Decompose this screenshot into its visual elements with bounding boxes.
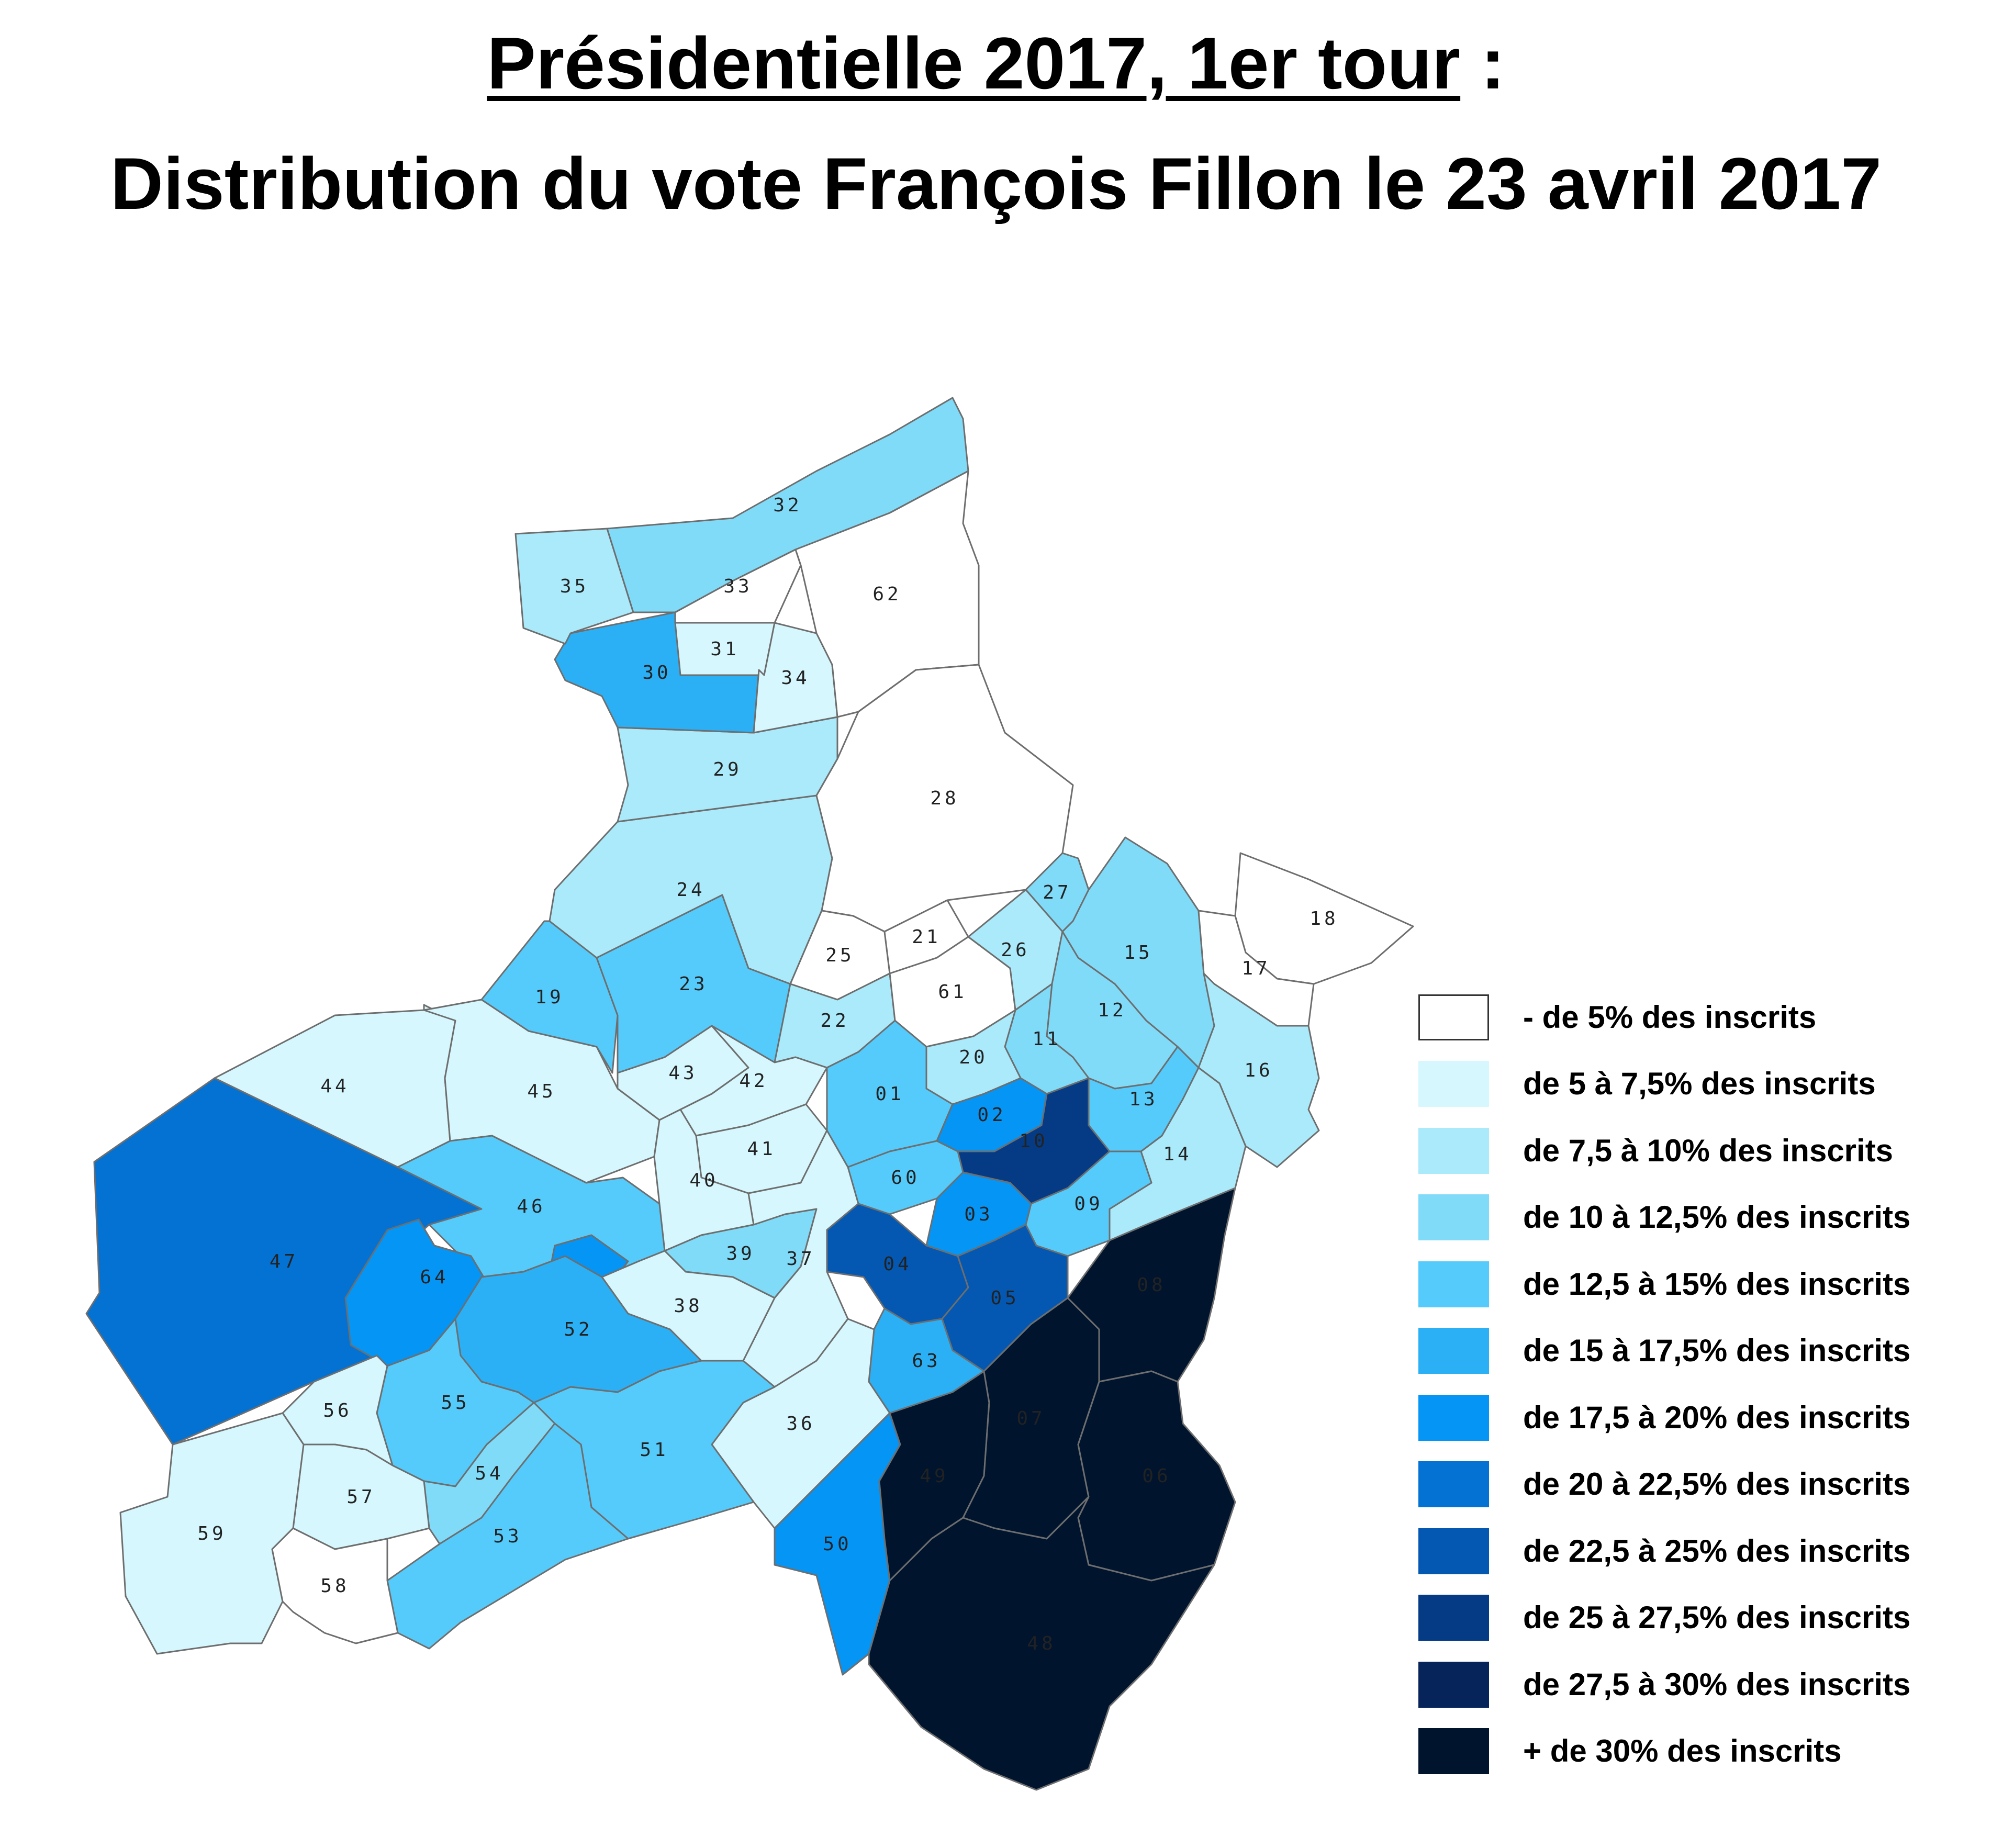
- district-53: [386, 1423, 629, 1650]
- district-label-61: 61: [938, 981, 967, 1003]
- district-label-18: 18: [1310, 908, 1338, 929]
- district-label-20: 20: [959, 1047, 988, 1068]
- district-label-38: 38: [674, 1295, 702, 1317]
- legend-label-8: de 22,5 à 25% des inscrits: [1523, 1533, 1911, 1569]
- district-label-09: 09: [1074, 1193, 1103, 1215]
- district-label-36: 36: [786, 1413, 815, 1435]
- map-title-main: Présidentielle 2017, 1er tour: [487, 22, 1461, 104]
- district-label-39: 39: [726, 1243, 755, 1264]
- district-label-07: 07: [1016, 1408, 1045, 1429]
- district-label-48: 48: [1027, 1633, 1056, 1654]
- district-label-56: 56: [323, 1400, 352, 1421]
- district-label-06: 06: [1142, 1465, 1171, 1487]
- district-label-45: 45: [527, 1081, 556, 1102]
- legend-swatch-5: [1418, 1328, 1489, 1374]
- legend-label-11: + de 30% des inscrits: [1523, 1733, 1842, 1768]
- district-label-02: 02: [977, 1104, 1006, 1126]
- district-label-08: 08: [1137, 1274, 1166, 1296]
- district-label-57: 57: [346, 1486, 375, 1508]
- legend-swatch-6: [1418, 1395, 1489, 1441]
- district-label-25: 25: [825, 945, 854, 966]
- legend-swatch-9: [1418, 1595, 1489, 1641]
- district-label-52: 52: [564, 1319, 592, 1340]
- district-08: [1067, 1187, 1236, 1383]
- district-label-55: 55: [441, 1392, 469, 1414]
- legend-label-1: de 5 à 7,5% des inscrits: [1523, 1066, 1876, 1101]
- district-label-53: 53: [493, 1526, 522, 1547]
- district-label-21: 21: [912, 926, 941, 948]
- district-label-62: 62: [872, 584, 901, 605]
- legend-label-7: de 20 à 22,5% des inscrits: [1523, 1466, 1911, 1502]
- district-label-41: 41: [747, 1138, 776, 1160]
- district-label-34: 34: [781, 667, 810, 689]
- district-label-50: 50: [823, 1533, 852, 1555]
- district-label-19: 19: [535, 987, 564, 1008]
- district-label-35: 35: [560, 576, 589, 597]
- district-label-15: 15: [1124, 942, 1152, 964]
- district-label-64: 64: [420, 1267, 449, 1288]
- map-title-line1: Présidentielle 2017, 1er tour :: [0, 21, 1992, 106]
- legend-label-0: - de 5% des inscrits: [1523, 1000, 1817, 1035]
- district-label-59: 59: [197, 1523, 226, 1544]
- legend-label-5: de 15 à 17,5% des inscrits: [1523, 1333, 1911, 1368]
- district-label-32: 32: [773, 495, 802, 516]
- district-48: [868, 1496, 1215, 1791]
- district-label-28: 28: [930, 788, 959, 809]
- district-label-29: 29: [713, 759, 742, 780]
- district-label-05: 05: [990, 1287, 1019, 1309]
- district-label-47: 47: [270, 1251, 298, 1272]
- district-label-03: 03: [964, 1204, 993, 1225]
- district-label-23: 23: [679, 973, 708, 995]
- map-title-suffix: :: [1460, 22, 1505, 104]
- district-label-30: 30: [642, 662, 671, 684]
- district-label-54: 54: [475, 1463, 503, 1484]
- legend-swatch-4: [1418, 1261, 1489, 1307]
- legend-swatch-11: [1418, 1728, 1489, 1774]
- district-label-17: 17: [1241, 958, 1270, 979]
- legend-label-10: de 27,5 à 30% des inscrits: [1523, 1667, 1911, 1702]
- district-label-58: 58: [320, 1575, 349, 1597]
- legend-swatch-7: [1418, 1461, 1489, 1507]
- district-label-24: 24: [676, 879, 705, 901]
- district-label-40: 40: [689, 1170, 718, 1191]
- district-59: [119, 1412, 305, 1655]
- district-label-46: 46: [517, 1196, 545, 1217]
- district-label-42: 42: [739, 1070, 768, 1092]
- district-label-22: 22: [820, 1010, 849, 1032]
- district-label-43: 43: [668, 1062, 697, 1084]
- district-label-01: 01: [875, 1083, 904, 1105]
- district-label-44: 44: [320, 1076, 349, 1097]
- district-label-13: 13: [1129, 1089, 1158, 1110]
- district-label-04: 04: [883, 1253, 912, 1275]
- legend-swatch-1: [1418, 1061, 1489, 1107]
- district-label-10: 10: [1019, 1130, 1048, 1152]
- legend-label-6: de 17,5 à 20% des inscrits: [1523, 1400, 1911, 1435]
- legend-swatch-0: [1418, 994, 1489, 1040]
- district-58: [271, 1527, 399, 1644]
- legend-swatch-3: [1418, 1194, 1489, 1240]
- district-label-12: 12: [1098, 1000, 1126, 1021]
- district-label-49: 49: [920, 1465, 948, 1487]
- legend-label-2: de 7,5 à 10% des inscrits: [1523, 1133, 1894, 1168]
- district-label-60: 60: [891, 1167, 920, 1189]
- legend-swatch-8: [1418, 1528, 1489, 1574]
- district-label-27: 27: [1043, 882, 1071, 903]
- district-label-16: 16: [1244, 1060, 1273, 1081]
- legend-label-3: de 10 à 12,5% des inscrits: [1523, 1200, 1911, 1235]
- district-label-63: 63: [912, 1350, 941, 1372]
- district-label-14: 14: [1163, 1144, 1192, 1165]
- district-label-51: 51: [640, 1439, 668, 1461]
- district-label-11: 11: [1032, 1028, 1061, 1050]
- district-label-33: 33: [723, 576, 752, 597]
- district-label-31: 31: [710, 639, 739, 660]
- legend-swatch-2: [1418, 1128, 1489, 1174]
- district-label-26: 26: [1001, 939, 1029, 961]
- map-subtitle: Distribution du vote François Fillon le …: [110, 142, 1882, 225]
- legend-label-4: de 12,5 à 15% des inscrits: [1523, 1267, 1911, 1302]
- district-label-37: 37: [786, 1248, 815, 1270]
- legend-label-9: de 25 à 27,5% des inscrits: [1523, 1600, 1911, 1635]
- legend-swatch-10: [1418, 1662, 1489, 1708]
